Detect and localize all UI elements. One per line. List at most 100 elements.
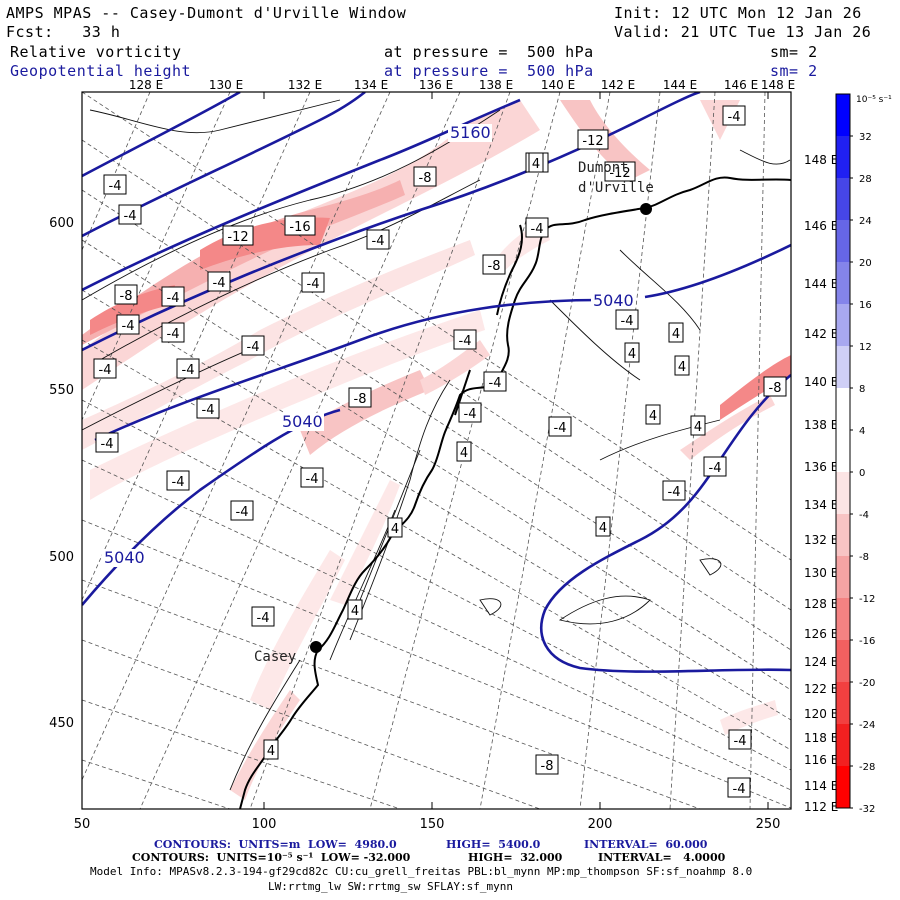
- right-longitude-label: 132 E: [804, 533, 838, 547]
- colorbar-label: -16: [859, 636, 875, 647]
- right-longitude-label: 144 E: [804, 277, 838, 291]
- vorticity-contour-label: 4: [599, 521, 607, 536]
- colorbar-label: 8: [859, 384, 865, 395]
- top-longitude-label: 140 E: [541, 78, 575, 92]
- vorticity-contour-label: -4: [464, 407, 477, 422]
- colorbar-label: 28: [859, 174, 872, 185]
- vorticity-contour-label: -4: [213, 276, 226, 291]
- right-longitude-label: 136 E: [804, 460, 838, 474]
- vorticity-contour-label: -4: [728, 110, 741, 125]
- vorticity-contour-label: -12: [227, 230, 248, 245]
- x-tick-label: 50: [74, 817, 91, 832]
- colorbar-swatch: [836, 514, 850, 557]
- vorticity-contour-label: -4: [734, 734, 747, 749]
- colorbar-label: 32: [859, 132, 872, 143]
- right-longitude-label: 120 E: [804, 707, 838, 721]
- colorbar-label: 24: [859, 216, 872, 227]
- valid-time: Valid: 21 UTC Tue 13 Jan 26: [614, 23, 872, 41]
- forecast-hour: Fcst: 33 h: [6, 23, 121, 41]
- right-longitude-label: 140 E: [804, 375, 838, 389]
- graticule: [82, 92, 791, 809]
- field2-name: Geopotential height: [10, 62, 192, 80]
- casey-station-marker: [310, 641, 322, 653]
- colorbar-label: 16: [859, 300, 872, 311]
- dumont-durville-station-marker: [640, 203, 652, 215]
- right-longitude-label: 130 E: [804, 566, 838, 580]
- colorbar-swatch: [836, 766, 850, 809]
- vorticity-contour-label: -4: [101, 437, 114, 452]
- footer-vort-low: CONTOURS: UNITS=10⁻⁵ s⁻¹ LOW= -32.000: [132, 851, 411, 864]
- height-contour-label: 5040: [593, 291, 634, 310]
- vorticity-contour-label: 4: [649, 409, 657, 424]
- right-longitude-label: 122 E: [804, 682, 838, 696]
- top-longitude-label: 144 E: [663, 78, 697, 92]
- vorticity-contour-label: -4: [489, 376, 502, 391]
- vorticity-contour-label: -4: [172, 475, 185, 490]
- colorbar-swatch: [836, 472, 850, 515]
- footer-height-high: HIGH= 5400.0: [446, 838, 541, 851]
- colorbar-swatch: [836, 682, 850, 725]
- vorticity-contour-label: -4: [372, 234, 385, 249]
- vorticity-contours: [82, 99, 791, 791]
- y-tick-label: 500: [49, 550, 74, 565]
- field2-level: at pressure = 500 hPa: [384, 62, 594, 80]
- height-contour-label: 5160: [450, 123, 491, 142]
- footer-height-low: CONTOURS: UNITS=m LOW= 4980.0: [154, 838, 397, 851]
- top-longitude-label: 146 E: [724, 78, 758, 92]
- vorticity-contour-label: -4: [554, 421, 567, 436]
- vorticity-contour-label: -8: [769, 381, 782, 396]
- vorticity-contour-label: 4: [351, 604, 359, 619]
- colorbar-label: -28: [859, 762, 875, 773]
- vorticity-contour-label: -4: [167, 327, 180, 342]
- top-longitude-label: 142 E: [601, 78, 635, 92]
- vorticity-contour-label: -12: [582, 134, 603, 149]
- top-longitude-label: 148 E: [761, 78, 795, 92]
- vorticity-contour-label: -4: [459, 334, 472, 349]
- colorbar-swatch: [836, 346, 850, 389]
- dumont-durville-label: Dumont d'Urville: [578, 160, 654, 196]
- vorticity-contour-label: -4: [709, 461, 722, 476]
- plot-frame: [81, 91, 792, 810]
- map-title: AMPS MPAS -- Casey-Dumont d'Urville Wind…: [6, 4, 407, 22]
- vorticity-contour-label: 4: [391, 522, 399, 537]
- colorbar-swatch: [836, 724, 850, 767]
- vorticity-contour-label: -4: [668, 485, 681, 500]
- vorticity-contour-label: -4: [621, 314, 634, 329]
- colorbar-swatch: [836, 178, 850, 221]
- right-longitude-label: 138 E: [804, 418, 838, 432]
- right-longitude-label: 142 E: [804, 327, 838, 341]
- top-longitude-label: 136 E: [419, 78, 453, 92]
- colorbar-swatch: [836, 94, 850, 137]
- height-contour-label: 5040: [282, 412, 323, 431]
- plot-area: [82, 92, 791, 809]
- field1-name: Relative vorticity: [10, 43, 182, 61]
- colorbar-swatch: [836, 136, 850, 179]
- right-longitude-label: 124 E: [804, 655, 838, 669]
- vorticity-contour-label: -4: [531, 222, 544, 237]
- field1-smoothing: sm= 2: [770, 43, 818, 61]
- field2-smoothing: sm= 2: [770, 62, 818, 80]
- x-tick-label: 200: [588, 817, 613, 832]
- vorticity-contour-label: -8: [488, 259, 501, 274]
- right-longitude-label: 112 E: [804, 800, 838, 814]
- x-tick-label: 150: [420, 817, 445, 832]
- vorticity-contour-label: -8: [120, 289, 133, 304]
- height-contour-label: 5040: [104, 548, 145, 567]
- colorbar-swatch: [836, 640, 850, 683]
- colorbar-label: -20: [859, 678, 875, 689]
- vorticity-contour-label: -4: [257, 611, 270, 626]
- colorbar-label: 12: [859, 342, 872, 353]
- vorticity-contour-label: -4: [247, 340, 260, 355]
- vorticity-contour-label: 4: [694, 420, 702, 435]
- vorticity-contour-label: -16: [289, 220, 310, 235]
- colorbar-swatch: [836, 262, 850, 305]
- vorticity-contour-label: -8: [419, 171, 432, 186]
- vorticity-contour-label: -4: [236, 505, 249, 520]
- vorticity-contour-label: -4: [124, 209, 137, 224]
- vorticity-contour-label: -4: [306, 472, 319, 487]
- x-tick-label: 100: [252, 817, 277, 832]
- right-longitude-label: 134 E: [804, 498, 838, 512]
- vorticity-contour-label: 4: [267, 744, 275, 759]
- coastline: [239, 176, 791, 809]
